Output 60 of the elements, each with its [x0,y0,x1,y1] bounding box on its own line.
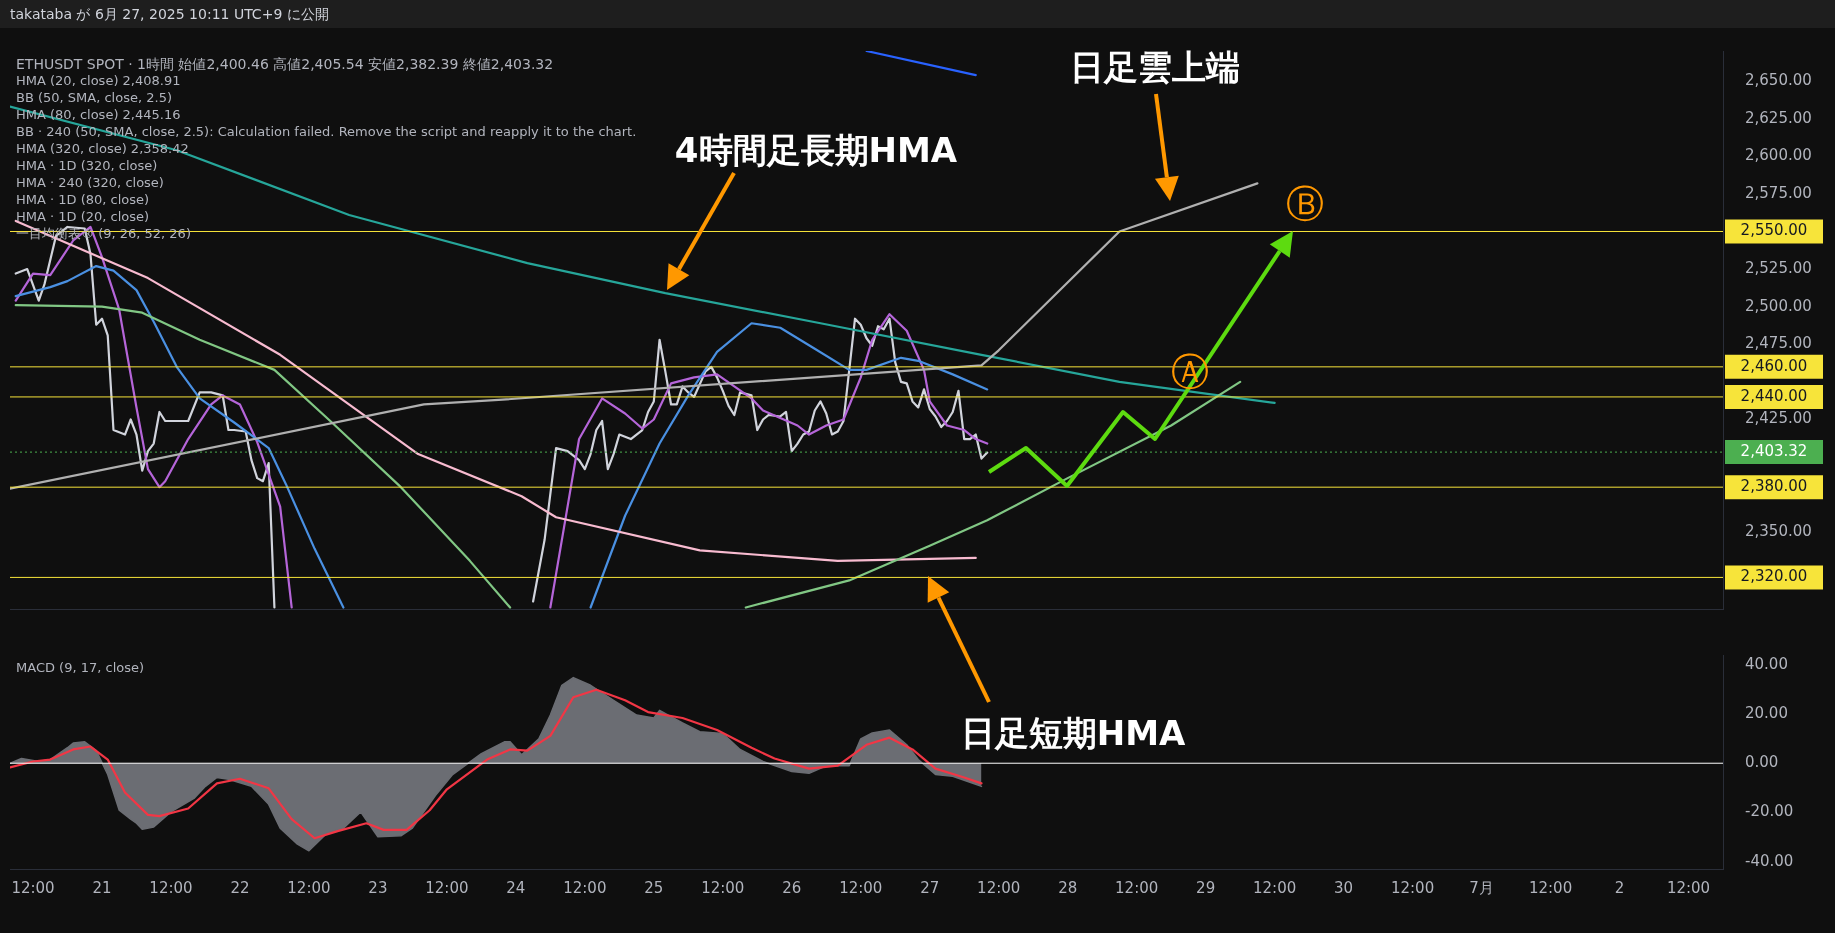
x-tick-label: 22 [230,878,250,897]
x-tick-label: 12:00 [1115,878,1159,897]
ref-line-label: 2,380.00 [1740,477,1808,496]
y-tick-label: 20.00 [1745,703,1788,722]
x-tick-label: 27 [920,878,940,897]
y-tick-label: 40.00 [1745,654,1788,673]
x-tick-label: 12:00 [563,878,607,897]
x-tick-label: 2 [1614,878,1625,897]
x-tick-label: 23 [368,878,388,897]
y-tick-label: 2,625.00 [1745,108,1812,127]
x-tick-label: 29 [1196,878,1216,897]
chart-subtitle: ETHUSDT SPOT · 1時間 始値2,400.46 高値2,405.54 安値2,382.39 終値2,403.32 [16,55,554,72]
ref-line-label: 2,320.00 [1740,567,1808,586]
x-tick-label: 21 [92,878,112,897]
x-tick-label: 26 [782,878,802,897]
x-tick-label: 25 [644,878,664,897]
annotation: HMA · 240 (320, close) [16,175,164,191]
x-tick-label: 12:00 [287,878,331,897]
x-tick-label: 12:00 [839,878,883,897]
x-tick-label: 7月 [1469,878,1494,897]
annotation: HMA (80, close) 2,445.16 [16,107,181,123]
annotation: 日足短期HMA [960,713,1186,753]
x-tick-label: 12:00 [977,878,1021,897]
x-tick-label: 12:00 [425,878,469,897]
x-tick-label: 30 [1334,878,1354,897]
y-tick-label: 2,500.00 [1745,296,1812,315]
y-tick-label: 2,425.00 [1745,409,1812,428]
ref-line-label: 2,550.00 [1740,221,1808,240]
annotation: BB · 240 (50, SMA, close, 2.5): Calculation failed. Remove the script and reapply it to the chart. [16,124,637,140]
ref-line-label: 2,460.00 [1740,356,1808,375]
ref-line-label: 2,403.32 [1740,441,1808,460]
chart-title: MACD (9, 17, close) [16,660,145,676]
x-tick-label: 12:00 [1528,878,1573,897]
x-tick-label: 24 [506,878,526,897]
y-tick-label: 2,525.00 [1745,258,1812,277]
y-tick-label: -40.00 [1745,851,1794,870]
chart-title: takataba が 6月 27, 2025 10:11 UTC+9 に公開 [9,5,330,24]
y-tick-label: 0.00 [1745,753,1779,772]
x-tick-label: 12:00 [1666,878,1711,897]
x-tick-label: 28 [1058,878,1078,897]
annotation: HMA · 1D (320, close) [16,158,158,174]
x-tick-label: 12:00 [149,878,193,897]
annotation: HMA (20, close) 2,408.91 [16,73,181,89]
x-tick-label: 12:00 [1253,878,1297,897]
y-tick-label: 2,600.00 [1745,146,1812,165]
x-tick-label: 12:00 [1390,878,1435,897]
annotation: 4時間足長期HMA [674,130,958,170]
x-tick-label: 12:00 [701,878,745,897]
annotation: HMA · 1D (20, close) [16,209,150,225]
ref-line-label: 2,440.00 [1740,386,1808,405]
y-tick-label: 2,350.00 [1745,522,1812,541]
x-tick-label: 12:00 [11,878,55,897]
annotation: Ⓑ [1286,182,1324,226]
y-tick-label: 2,575.00 [1745,183,1812,202]
y-tick-label: -20.00 [1745,802,1794,821]
annotation: 日足雲上端 [1070,47,1240,87]
y-tick-label: 2,475.00 [1745,334,1812,353]
y-tick-label: 2,650.00 [1745,70,1812,89]
annotation: HMA · 1D (80, close) [16,192,150,208]
annotation: BB (50, SMA, close, 2.5) [16,90,172,106]
